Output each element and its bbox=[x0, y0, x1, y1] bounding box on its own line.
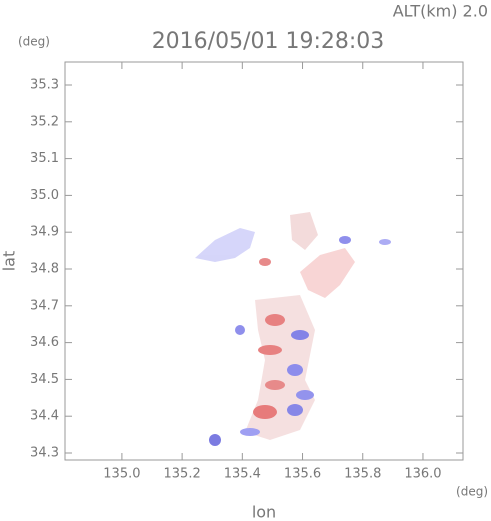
echo-patch bbox=[265, 380, 285, 390]
y-tick-label: 34.6 bbox=[30, 335, 59, 350]
x-unit: (deg) bbox=[456, 485, 488, 499]
y-tick-label: 34.5 bbox=[30, 372, 59, 387]
y-tick-label: 34.8 bbox=[30, 262, 59, 277]
echo-patch bbox=[195, 228, 255, 262]
x-tick-label: 135.4 bbox=[224, 467, 261, 482]
y-tick-label: 35.3 bbox=[30, 78, 59, 93]
altitude-label: ALT(km) 2.0 bbox=[393, 2, 488, 21]
x-tick-label: 135.0 bbox=[103, 467, 140, 482]
echo-patch bbox=[296, 390, 314, 400]
y-tick-label: 34.7 bbox=[30, 298, 59, 313]
x-tick-label: 135.8 bbox=[344, 467, 381, 482]
chart-title: 2016/05/01 19:28:03 bbox=[152, 29, 385, 54]
y-tick-label: 34.3 bbox=[30, 446, 59, 461]
echo-patch bbox=[253, 405, 277, 419]
y-tick-label: 35.1 bbox=[30, 151, 59, 166]
x-tick-label: 135.6 bbox=[284, 467, 321, 482]
echo-patch bbox=[300, 248, 355, 298]
echo-patch bbox=[287, 364, 303, 376]
echo-patch bbox=[240, 428, 260, 436]
echo-patch bbox=[258, 345, 282, 355]
x-axis-label: lon bbox=[252, 503, 276, 521]
echo-patch bbox=[379, 239, 391, 245]
x-tick-label: 135.2 bbox=[164, 467, 201, 482]
echo-patch bbox=[265, 314, 285, 326]
y-axis-label: lat bbox=[0, 251, 19, 272]
echo-field bbox=[195, 212, 391, 446]
echo-patch bbox=[209, 434, 221, 446]
echo-patch bbox=[235, 325, 245, 335]
echo-patch bbox=[290, 212, 318, 250]
plot-frame bbox=[64, 61, 464, 461]
echo-patch bbox=[339, 236, 351, 244]
y-unit: (deg) bbox=[18, 35, 50, 49]
y-tick-label: 34.4 bbox=[30, 409, 59, 424]
y-tick-label: 34.9 bbox=[30, 225, 59, 240]
y-tick-label: 35.0 bbox=[30, 188, 59, 203]
x-tick-label: 136.0 bbox=[404, 467, 441, 482]
echo-patch bbox=[287, 404, 303, 416]
y-tick-label: 35.2 bbox=[30, 114, 59, 129]
echo-patch bbox=[259, 258, 271, 266]
echo-patch bbox=[291, 330, 309, 340]
